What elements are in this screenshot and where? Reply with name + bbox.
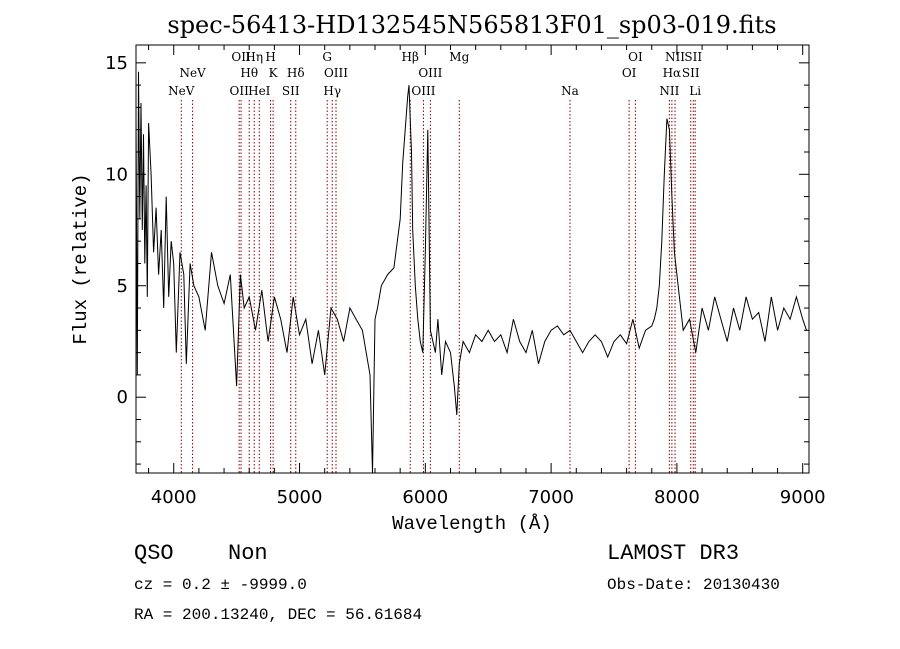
spectral-line-label: OIII — [411, 84, 435, 98]
x-axis: 4000 5000 6000 7000 8000 9000 — [148, 45, 826, 508]
spectral-line-label: SII — [684, 50, 702, 64]
spectrum-line — [135, 71, 807, 474]
x-tick-label: 7000 — [528, 487, 574, 508]
spectral-line-label: OIII — [418, 66, 442, 80]
spectral-line-label: Hθ — [240, 66, 258, 80]
obs-date: Obs-Date: 20130430 — [607, 576, 780, 594]
spectral-line-label: K — [269, 66, 279, 80]
spectral-line-label: NII — [659, 84, 679, 98]
x-tick-label: 9000 — [780, 487, 826, 508]
spectral-line-label: Hγ — [323, 84, 341, 98]
y-tick-label: 15 — [105, 53, 128, 74]
spectral-line-label: OIII — [324, 66, 348, 80]
spectral-line-label: Mg — [449, 50, 469, 64]
spectral-line-label: Hδ — [287, 66, 305, 80]
y-tick-label: 10 — [105, 164, 128, 185]
spectral-line-label: Li — [689, 84, 701, 98]
spectral-line-label: H — [265, 50, 275, 64]
y-axis-label: Flux (relative) — [70, 173, 92, 344]
spectral-line-labels: NeVNeVOIIOIIHθHηHeIHKSIIHδGHγOIIIHβOIIIO… — [168, 50, 702, 98]
y-tick-label: 5 — [117, 276, 128, 297]
spectral-line-label: HeI — [248, 84, 271, 98]
spectral-line-label: NeV — [168, 84, 195, 98]
y-axis: 0 5 10 15 — [105, 53, 809, 465]
x-axis-label: Wavelength (Å) — [392, 513, 552, 535]
spectral-line-label: OII — [229, 84, 249, 98]
x-tick-label: 6000 — [402, 487, 448, 508]
spectral-line-label: Hα — [663, 66, 682, 80]
object-subclass: Non — [228, 541, 268, 566]
spectral-line-label: OI — [622, 66, 637, 80]
x-tick-label: 8000 — [654, 487, 700, 508]
coordinates: RA = 200.13240, DEC = 56.61684 — [134, 606, 422, 624]
spectral-line-label: SII — [682, 66, 700, 80]
spectral-line-label: OI — [628, 50, 643, 64]
object-class: QSO — [134, 541, 174, 566]
spectral-line-label: Hη — [245, 50, 263, 64]
spectral-line-label: NeV — [179, 66, 206, 80]
spectral-line-label: NII — [665, 50, 685, 64]
survey-name: LAMOST DR3 — [607, 541, 739, 566]
spectral-line-label: OII — [231, 50, 251, 64]
spectral-line-markers — [180, 100, 696, 473]
x-tick-label: 5000 — [277, 487, 323, 508]
spectral-line-label: Na — [561, 84, 579, 98]
spectral-line-label: SII — [282, 84, 300, 98]
y-tick-label: 0 — [117, 387, 128, 408]
spectral-line-label: Hβ — [402, 50, 419, 64]
spectral-line-label: G — [322, 50, 332, 64]
x-tick-label: 4000 — [151, 487, 197, 508]
chart-title: spec-56413-HD132545N565813F01_sp03-019.f… — [167, 11, 776, 39]
plot-frame — [135, 44, 810, 474]
redshift-text: cz = 0.2 ± -9999.0 — [134, 576, 307, 594]
